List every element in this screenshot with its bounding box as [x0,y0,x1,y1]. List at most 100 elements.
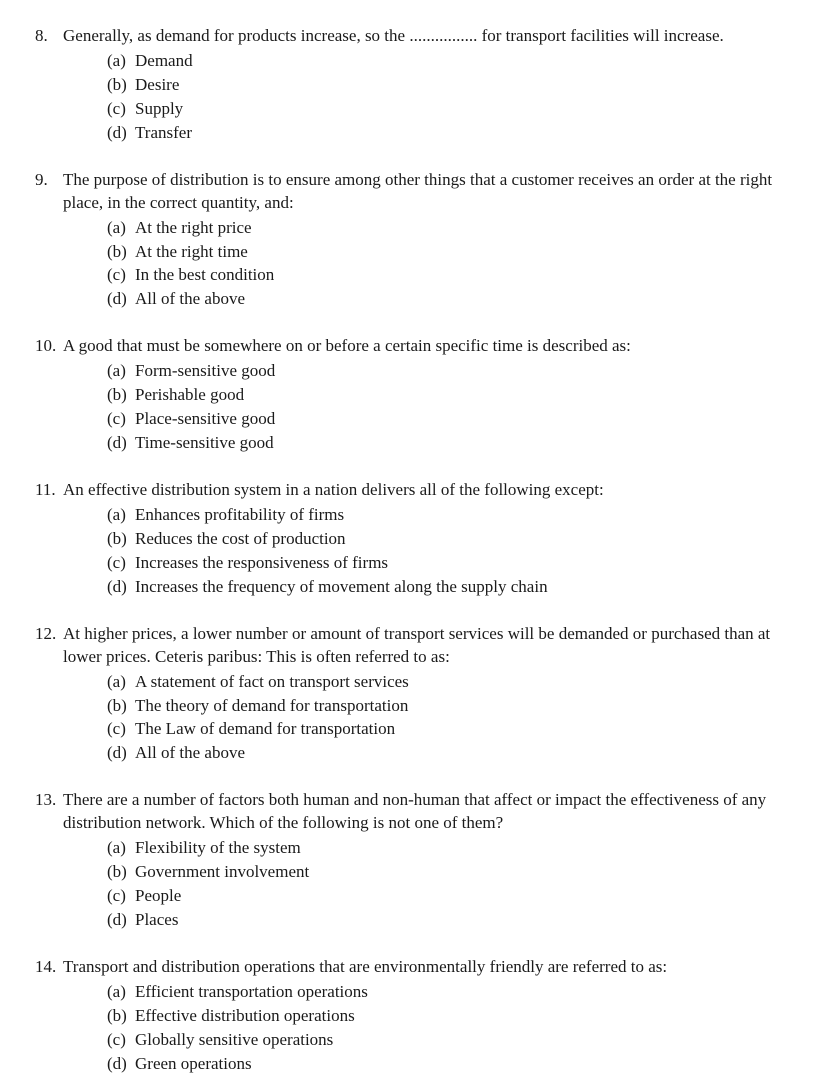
option-text: Form-sensitive good [135,360,787,383]
option-label: (b) [107,695,135,718]
option-text: Supply [135,98,787,121]
option-text: Flexibility of the system [135,837,787,860]
option: (d)Time-sensitive good [107,432,787,455]
option-label: (b) [107,241,135,264]
option-label: (d) [107,432,135,455]
option-label: (d) [107,1053,135,1076]
option-label: (c) [107,885,135,908]
question-stem: 8.Generally, as demand for products incr… [35,25,787,48]
option-label: (c) [107,264,135,287]
question-number: 10. [35,335,63,358]
option-label: (b) [107,861,135,884]
question-text: Generally, as demand for products increa… [63,25,787,48]
options-list: (a)Enhances profitability of firms(b)Red… [35,504,787,599]
option: (d)Places [107,909,787,932]
option-label: (a) [107,981,135,1004]
option: (c)In the best condition [107,264,787,287]
option-text: Increases the responsiveness of firms [135,552,787,575]
option-label: (b) [107,1005,135,1028]
question-text: Transport and distribution operations th… [63,956,787,979]
option-label: (a) [107,671,135,694]
option-text: People [135,885,787,908]
question-text: The purpose of distribution is to ensure… [63,169,787,215]
option-text: In the best condition [135,264,787,287]
option: (d)All of the above [107,288,787,311]
option: (c)Supply [107,98,787,121]
option-text: Effective distribution operations [135,1005,787,1028]
option-text: At the right time [135,241,787,264]
question: 12.At higher prices, a lower number or a… [35,623,787,766]
option: (b)The theory of demand for transportati… [107,695,787,718]
option: (a)Enhances profitability of firms [107,504,787,527]
option-text: Globally sensitive operations [135,1029,787,1052]
question: 14.Transport and distribution operations… [35,956,787,1076]
option: (a)Flexibility of the system [107,837,787,860]
option-text: The Law of demand for transportation [135,718,787,741]
question-text: At higher prices, a lower number or amou… [63,623,787,669]
option: (d)Increases the frequency of movement a… [107,576,787,599]
question-number: 12. [35,623,63,669]
question-stem: 13.There are a number of factors both hu… [35,789,787,835]
question-stem: 14.Transport and distribution operations… [35,956,787,979]
options-list: (a)A statement of fact on transport serv… [35,671,787,766]
option-label: (c) [107,408,135,431]
question: 10.A good that must be somewhere on or b… [35,335,787,455]
option-label: (d) [107,122,135,145]
option: (d)All of the above [107,742,787,765]
question-stem: 9.The purpose of distribution is to ensu… [35,169,787,215]
options-list: (a)Demand(b)Desire(c)Supply(d)Transfer [35,50,787,145]
option-label: (d) [107,576,135,599]
option-text: Demand [135,50,787,73]
option-text: Places [135,909,787,932]
option-text: All of the above [135,288,787,311]
option-label: (a) [107,504,135,527]
question-stem: 12.At higher prices, a lower number or a… [35,623,787,669]
option: (a)A statement of fact on transport serv… [107,671,787,694]
option-label: (d) [107,288,135,311]
option: (c)People [107,885,787,908]
questions-container: 8.Generally, as demand for products incr… [35,25,787,1076]
option-text: Perishable good [135,384,787,407]
question-number: 8. [35,25,63,48]
question-text: An effective distribution system in a na… [63,479,787,502]
question-number: 14. [35,956,63,979]
option-label: (b) [107,74,135,97]
option: (b)Effective distribution operations [107,1005,787,1028]
option-label: (b) [107,528,135,551]
option-text: Desire [135,74,787,97]
option: (c)The Law of demand for transportation [107,718,787,741]
option: (d)Transfer [107,122,787,145]
option: (b)Perishable good [107,384,787,407]
question: 9.The purpose of distribution is to ensu… [35,169,787,312]
option-text: Enhances profitability of firms [135,504,787,527]
option-text: The theory of demand for transportation [135,695,787,718]
option: (a)Demand [107,50,787,73]
option-label: (d) [107,909,135,932]
option: (a)Form-sensitive good [107,360,787,383]
option-label: (a) [107,217,135,240]
option-label: (d) [107,742,135,765]
option-text: Place-sensitive good [135,408,787,431]
option-text: All of the above [135,742,787,765]
option-label: (b) [107,384,135,407]
option: (a)Efficient transportation operations [107,981,787,1004]
option-label: (c) [107,1029,135,1052]
option: (c)Increases the responsiveness of firms [107,552,787,575]
option: (b)At the right time [107,241,787,264]
option: (c)Globally sensitive operations [107,1029,787,1052]
options-list: (a)At the right price(b)At the right tim… [35,217,787,312]
option: (b)Reduces the cost of production [107,528,787,551]
question: 11.An effective distribution system in a… [35,479,787,599]
option-label: (a) [107,837,135,860]
question: 13.There are a number of factors both hu… [35,789,787,932]
option-text: Government involvement [135,861,787,884]
options-list: (a)Efficient transportation operations(b… [35,981,787,1076]
option: (a)At the right price [107,217,787,240]
question-text: A good that must be somewhere on or befo… [63,335,787,358]
option-text: Efficient transportation operations [135,981,787,1004]
option-label: (a) [107,360,135,383]
question: 8.Generally, as demand for products incr… [35,25,787,145]
option-text: Time-sensitive good [135,432,787,455]
question-number: 11. [35,479,63,502]
option-label: (a) [107,50,135,73]
